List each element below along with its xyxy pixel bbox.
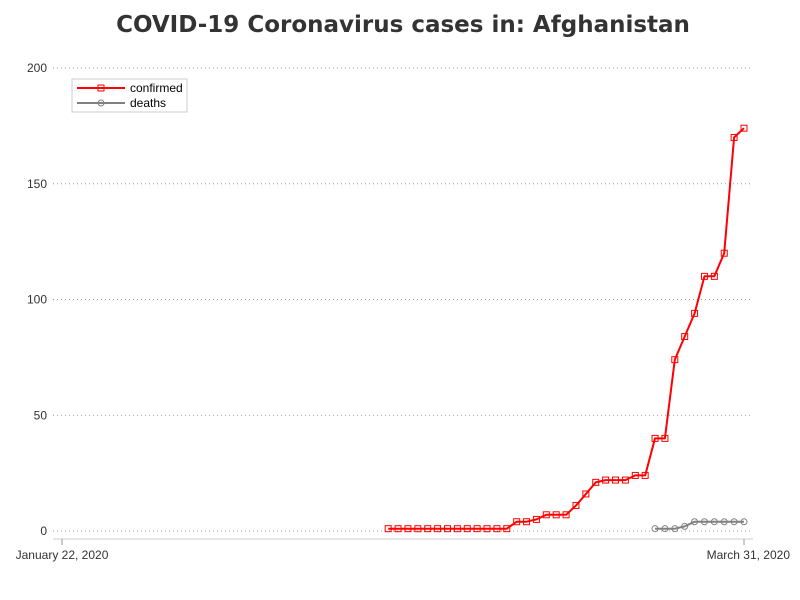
data-point-confirmed — [592, 478, 600, 486]
x-tick-label: March 31, 2020 — [707, 548, 791, 562]
data-point-confirmed — [503, 525, 511, 533]
data-point-confirmed — [463, 525, 471, 533]
data-point-confirmed — [394, 525, 402, 533]
data-point-confirmed — [552, 511, 560, 519]
legend: confirmed deaths — [71, 78, 188, 113]
data-point-confirmed — [631, 471, 639, 479]
data-point-deaths — [681, 522, 689, 530]
data-point-confirmed — [621, 476, 629, 484]
data-point-confirmed — [651, 434, 659, 442]
data-point-confirmed — [493, 525, 501, 533]
y-tick-label: 100 — [27, 293, 47, 307]
data-point-deaths — [720, 518, 728, 526]
legend-confirmed-label: confirmed — [130, 81, 183, 95]
data-point-confirmed — [523, 518, 531, 526]
data-point-confirmed — [730, 133, 738, 141]
data-point-confirmed — [582, 490, 590, 498]
chart-title: COVID-19 Coronavirus cases in: Afghanist… — [116, 12, 690, 38]
data-point-confirmed — [602, 476, 610, 484]
data-point-deaths — [671, 525, 679, 533]
data-point-confirmed — [641, 471, 649, 479]
data-point-confirmed — [740, 124, 748, 132]
data-point-confirmed — [424, 525, 432, 533]
series-group — [384, 124, 748, 533]
y-tick-label: 150 — [27, 177, 47, 191]
x-tick-label: January 22, 2020 — [16, 548, 109, 562]
data-point-confirmed — [513, 518, 521, 526]
y-tick-label: 200 — [27, 61, 47, 75]
series-line-deaths — [655, 520, 744, 530]
legend-box — [71, 78, 188, 113]
series-confirmed — [384, 124, 748, 533]
data-point-confirmed — [434, 525, 442, 533]
data-point-confirmed — [384, 525, 392, 533]
series-deaths — [651, 518, 748, 533]
data-point-confirmed — [671, 356, 679, 364]
data-point-deaths — [710, 518, 718, 526]
x-axis-ticks: January 22, 2020 March 31, 2020 — [16, 539, 791, 562]
data-point-confirmed — [720, 249, 728, 257]
data-point-deaths — [700, 518, 708, 526]
gridlines — [53, 67, 753, 532]
series-line-confirmed — [388, 127, 745, 530]
data-point-confirmed — [612, 476, 620, 484]
legend-confirmed-marker — [97, 84, 105, 92]
y-axis-ticks: 0 50 100 150 200 — [27, 61, 47, 538]
data-point-confirmed — [473, 525, 481, 533]
data-point-confirmed — [700, 272, 708, 280]
data-point-confirmed — [532, 515, 540, 523]
data-point-deaths — [730, 518, 738, 526]
data-point-confirmed — [542, 511, 550, 519]
data-point-deaths — [651, 525, 659, 533]
y-tick-label: 50 — [34, 408, 48, 422]
data-point-confirmed — [414, 525, 422, 533]
y-tick-label: 0 — [40, 524, 47, 538]
legend-deaths-label: deaths — [130, 96, 166, 110]
data-point-confirmed — [443, 525, 451, 533]
data-point-confirmed — [453, 525, 461, 533]
data-point-confirmed — [661, 434, 669, 442]
data-point-deaths — [740, 518, 748, 526]
data-point-confirmed — [691, 309, 699, 317]
data-point-confirmed — [710, 272, 718, 280]
data-point-deaths — [691, 518, 699, 526]
data-point-confirmed — [404, 525, 412, 533]
data-point-confirmed — [572, 502, 580, 510]
data-point-confirmed — [483, 525, 491, 533]
legend-deaths-marker — [97, 99, 105, 107]
data-point-confirmed — [681, 333, 689, 341]
data-point-confirmed — [562, 511, 570, 519]
data-point-deaths — [661, 525, 669, 533]
